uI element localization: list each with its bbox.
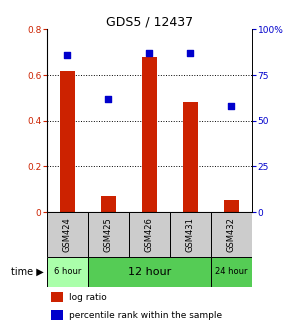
Bar: [211, 212, 252, 257]
Bar: [60, 71, 74, 212]
Text: GSM432: GSM432: [227, 217, 236, 252]
Text: 12 hour: 12 hour: [128, 267, 171, 277]
Bar: [51, 310, 63, 320]
Text: GSM424: GSM424: [63, 217, 72, 252]
Bar: [47, 257, 88, 287]
Point: [106, 96, 111, 101]
Bar: [101, 196, 115, 212]
Text: log ratio: log ratio: [69, 293, 107, 302]
Text: GSM425: GSM425: [104, 217, 113, 252]
Bar: [170, 212, 211, 257]
Bar: [129, 212, 170, 257]
Bar: [88, 257, 211, 287]
Point: [65, 52, 70, 58]
Text: percentile rank within the sample: percentile rank within the sample: [69, 311, 223, 320]
Bar: [142, 57, 157, 212]
Bar: [51, 292, 63, 302]
Point: [229, 104, 234, 109]
Point: [147, 51, 152, 56]
Bar: [224, 199, 239, 212]
Text: 6 hour: 6 hour: [54, 267, 81, 276]
Text: 24 hour: 24 hour: [215, 267, 248, 276]
Bar: [88, 212, 129, 257]
Title: GDS5 / 12437: GDS5 / 12437: [106, 15, 193, 28]
Bar: [211, 257, 252, 287]
Text: time ▶: time ▶: [11, 267, 44, 277]
Point: [188, 51, 193, 56]
Bar: [183, 102, 197, 212]
Text: GSM426: GSM426: [145, 217, 154, 252]
Bar: [47, 212, 88, 257]
Text: GSM431: GSM431: [186, 217, 195, 252]
